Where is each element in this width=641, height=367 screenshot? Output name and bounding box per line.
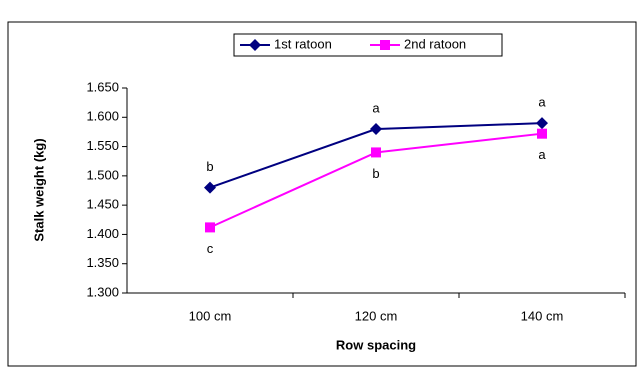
- annotation: a: [372, 100, 380, 115]
- legend-label: 2nd ratoon: [404, 36, 466, 51]
- y-tick-label: 1.450: [86, 197, 119, 212]
- marker: [205, 222, 215, 233]
- y-tick-label: 1.500: [86, 167, 119, 182]
- chart-frame: [7, 21, 637, 367]
- marker: [537, 128, 547, 139]
- annotation: b: [206, 159, 213, 174]
- x-axis-label: Row spacing: [336, 337, 416, 352]
- annotation: b: [372, 166, 379, 181]
- x-tick-label: 120 cm: [355, 308, 398, 323]
- y-tick-label: 1.600: [86, 109, 119, 124]
- y-tick-label: 1.400: [86, 226, 119, 241]
- legend-label: 1st ratoon: [274, 36, 332, 51]
- legend-marker: [380, 40, 390, 50]
- annotation: a: [538, 147, 546, 162]
- marker: [370, 123, 382, 135]
- y-tick-label: 1.550: [86, 138, 119, 153]
- marker: [536, 117, 548, 130]
- annotation: a: [538, 95, 546, 110]
- y-tick-label: 1.350: [86, 255, 119, 270]
- y-axis-label: Stalk weight (kg): [31, 138, 46, 241]
- marker: [371, 147, 381, 158]
- legend-box: [233, 33, 503, 57]
- legend-marker: [249, 39, 261, 51]
- x-tick-label: 100 cm: [189, 308, 232, 323]
- marker: [204, 181, 216, 194]
- x-tick-label: 140 cm: [521, 308, 564, 323]
- y-tick-label: 1.300: [86, 284, 119, 299]
- y-tick-label: 1.650: [86, 79, 119, 94]
- annotation: c: [207, 241, 214, 256]
